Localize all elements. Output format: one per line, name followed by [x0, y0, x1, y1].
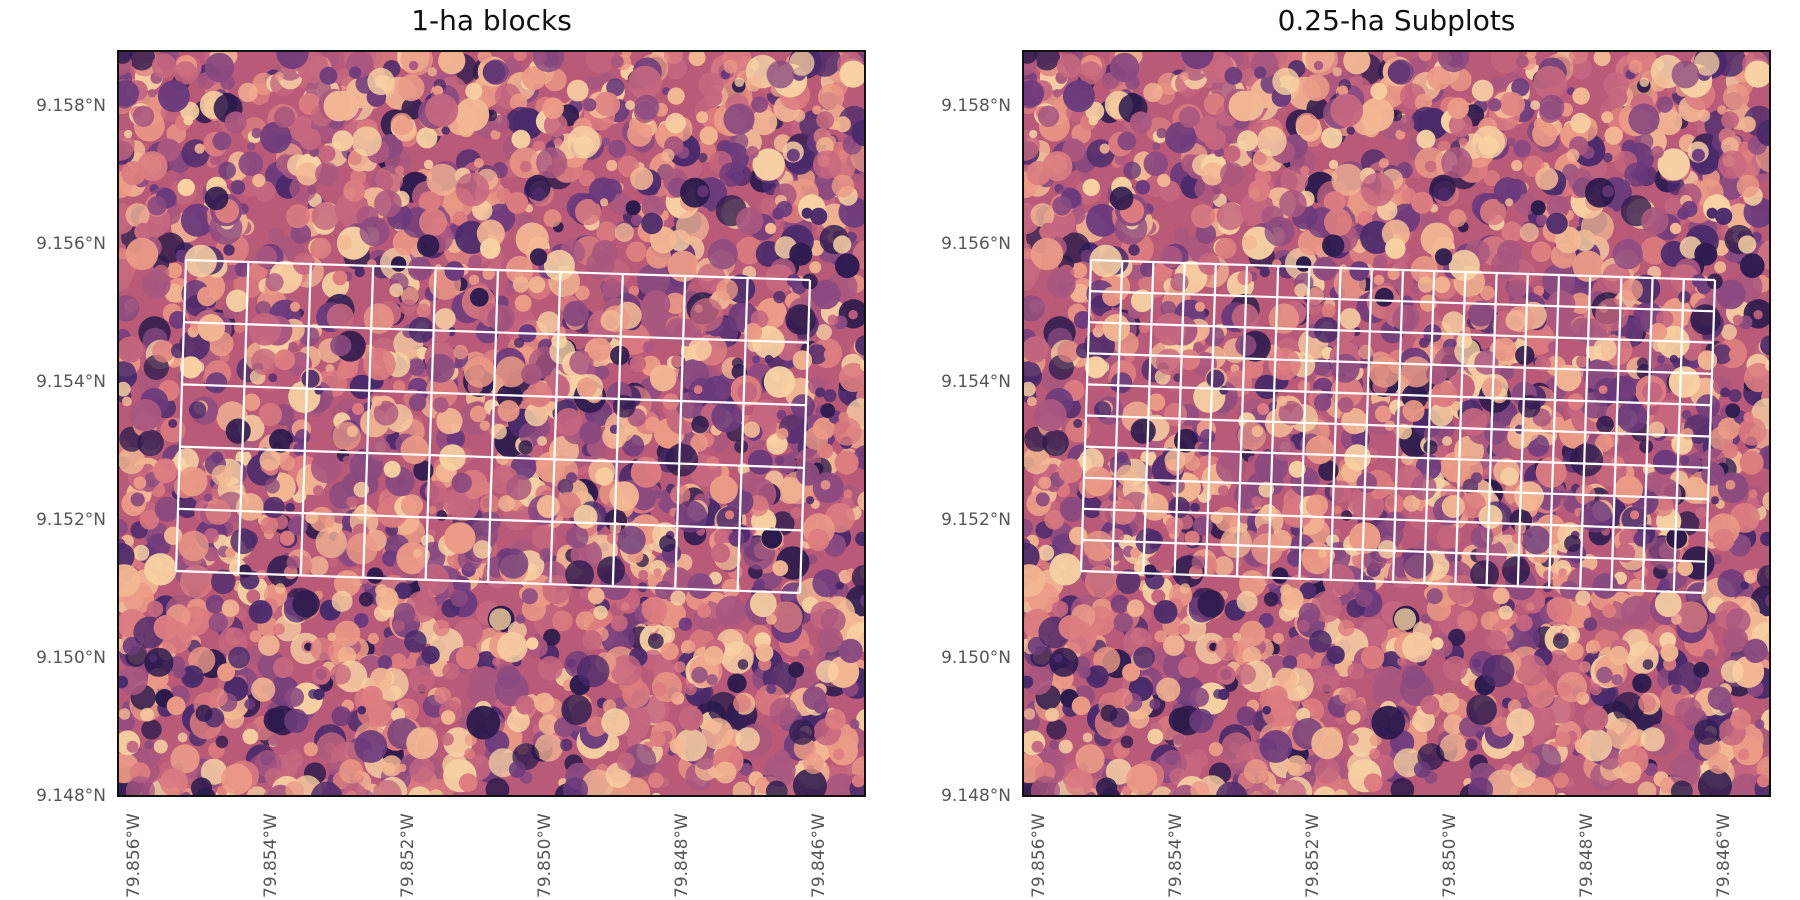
panel-title: 1-ha blocks [411, 4, 572, 37]
canopy-map[interactable] [117, 50, 866, 797]
grid-row-line [175, 569, 801, 595]
grid-row-line [179, 445, 805, 469]
grid-row-line [1080, 569, 1706, 595]
x-tick-label: 79.856°W [124, 813, 144, 898]
panel-title: 0.25-ha Subplots [1277, 4, 1516, 37]
x-tick-label: 79.848°W [672, 813, 692, 898]
y-tick-label: 9.152°N [941, 510, 1011, 530]
y-tick-label: 9.150°N [941, 648, 1011, 668]
map-canvas [1024, 52, 1769, 795]
x-tick-label: 79.850°W [1440, 813, 1460, 898]
plot-grid [174, 258, 812, 595]
grid-row-line [181, 383, 807, 407]
grid-column-line [611, 273, 624, 587]
x-tick-label: 79.848°W [1577, 813, 1597, 898]
grid-row-line [185, 258, 811, 282]
grid-row-line [1086, 383, 1712, 407]
canopy-map[interactable] [1022, 50, 1771, 797]
x-tick-label: 79.852°W [1303, 813, 1323, 898]
grid-row-line [1083, 476, 1709, 501]
grid-column-line [362, 265, 375, 578]
grid-column-line [549, 271, 562, 585]
x-tick-label: 79.854°W [261, 813, 281, 898]
grid-row-line [1087, 352, 1713, 375]
grid-row-line [1089, 290, 1715, 313]
grid-column-line [486, 269, 500, 583]
y-tick-label: 9.154°N [941, 372, 1011, 392]
y-tick-label: 9.158°N [941, 96, 1011, 116]
grid-column-line [736, 277, 749, 591]
x-tick-label: 79.854°W [1166, 813, 1186, 898]
grid-row-line [1084, 445, 1710, 469]
grid-row-line [1085, 414, 1711, 438]
map-canvas [119, 52, 864, 795]
grid-row-line [1081, 538, 1707, 563]
x-tick-label: 79.852°W [398, 813, 418, 898]
y-tick-label: 9.158°N [36, 96, 106, 116]
grid-column-line [237, 261, 250, 574]
grid-column-line [299, 263, 312, 576]
x-tick-label: 79.846°W [809, 813, 829, 898]
grid-row-line [1082, 507, 1708, 532]
y-tick-label: 9.148°N [36, 786, 106, 806]
y-tick-label: 9.156°N [36, 234, 106, 254]
x-tick-label: 79.850°W [535, 813, 555, 898]
y-tick-label: 9.154°N [36, 372, 106, 392]
y-tick-label: 9.150°N [36, 648, 106, 668]
y-tick-label: 9.148°N [941, 786, 1011, 806]
plot-grid [1079, 258, 1717, 595]
x-tick-label: 79.856°W [1029, 813, 1049, 898]
y-tick-label: 9.152°N [36, 510, 106, 530]
grid-row-line [177, 507, 803, 532]
grid-column-line [674, 275, 687, 589]
x-tick-label: 79.846°W [1714, 813, 1734, 898]
grid-column-line [174, 259, 188, 572]
grid-column-line [798, 279, 812, 594]
y-tick-label: 9.156°N [941, 234, 1011, 254]
grid-row-line [1088, 321, 1714, 344]
grid-row-line [183, 321, 809, 344]
grid-row-line [1090, 258, 1716, 282]
grid-column-line [424, 267, 437, 580]
